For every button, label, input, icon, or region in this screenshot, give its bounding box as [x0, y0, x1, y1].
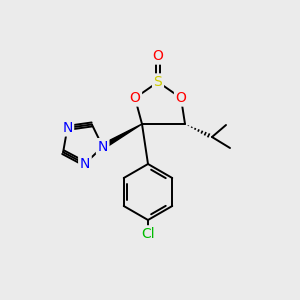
- Text: O: O: [176, 91, 186, 105]
- Text: S: S: [154, 75, 162, 89]
- Text: O: O: [153, 49, 164, 63]
- Text: O: O: [130, 91, 140, 105]
- Text: N: N: [98, 140, 108, 154]
- Text: N: N: [62, 121, 73, 135]
- Text: N: N: [80, 157, 90, 171]
- Polygon shape: [101, 124, 142, 149]
- Text: Cl: Cl: [141, 227, 155, 241]
